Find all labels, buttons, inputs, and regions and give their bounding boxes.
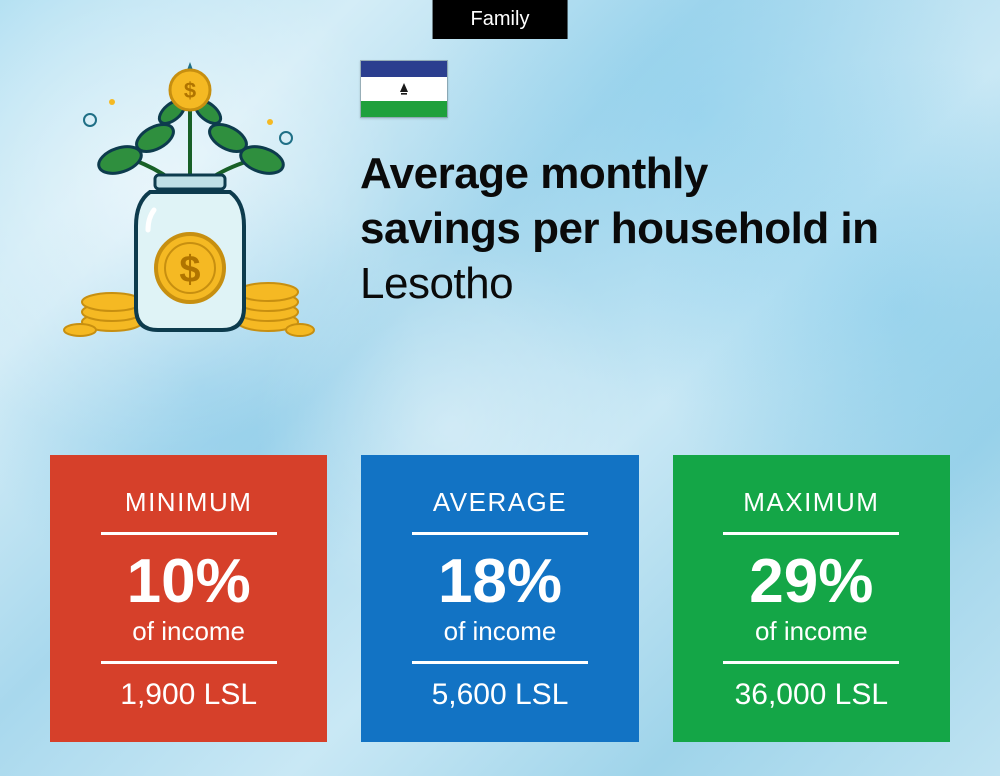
flag-stripe-top xyxy=(361,61,447,77)
category-tag: Family xyxy=(433,0,568,39)
card-sub: of income xyxy=(76,616,301,647)
card-percent: 29% xyxy=(699,549,924,614)
card-amount: 36,000 LSL xyxy=(699,678,924,712)
card-label: MINIMUM xyxy=(76,487,301,518)
coin-top-icon: $ xyxy=(170,70,210,110)
card-label: MAXIMUM xyxy=(699,487,924,518)
divider-icon xyxy=(723,532,899,535)
divider-icon xyxy=(412,661,588,664)
stat-card-average: AVERAGE 18% of income 5,600 LSL xyxy=(361,455,638,742)
title-line1: Average monthly xyxy=(360,149,708,198)
coin-stack-right-icon xyxy=(238,283,314,336)
stat-card-minimum: MINIMUM 10% of income 1,900 LSL xyxy=(50,455,327,742)
svg-text:$: $ xyxy=(184,78,196,103)
card-sub: of income xyxy=(387,616,612,647)
stat-cards-row: MINIMUM 10% of income 1,900 LSL AVERAGE … xyxy=(50,455,950,742)
svg-text:$: $ xyxy=(179,249,200,291)
divider-icon xyxy=(723,661,899,664)
flag-stripe-mid xyxy=(361,77,447,100)
page-title: Average monthly savings per household in… xyxy=(360,146,879,311)
divider-icon xyxy=(412,532,588,535)
savings-jar-illustration: $ xyxy=(60,60,320,350)
title-block: Average monthly savings per household in… xyxy=(360,60,879,311)
divider-icon xyxy=(101,661,277,664)
card-sub: of income xyxy=(699,616,924,647)
mokorotlo-icon xyxy=(396,81,412,97)
coin-stack-left-icon xyxy=(64,293,142,336)
card-percent: 10% xyxy=(76,549,301,614)
card-percent: 18% xyxy=(387,549,612,614)
card-label: AVERAGE xyxy=(387,487,612,518)
lesotho-flag-icon xyxy=(360,60,448,118)
title-country: Lesotho xyxy=(360,259,513,308)
card-amount: 1,900 LSL xyxy=(76,678,301,712)
card-amount: 5,600 LSL xyxy=(387,678,612,712)
coin-in-jar-icon: $ xyxy=(156,234,224,302)
flag-stripe-bottom xyxy=(361,101,447,117)
title-line2: savings per household in xyxy=(360,204,879,253)
divider-icon xyxy=(101,532,277,535)
hero-row: $ xyxy=(60,60,960,350)
stat-card-maximum: MAXIMUM 29% of income 36,000 LSL xyxy=(673,455,950,742)
